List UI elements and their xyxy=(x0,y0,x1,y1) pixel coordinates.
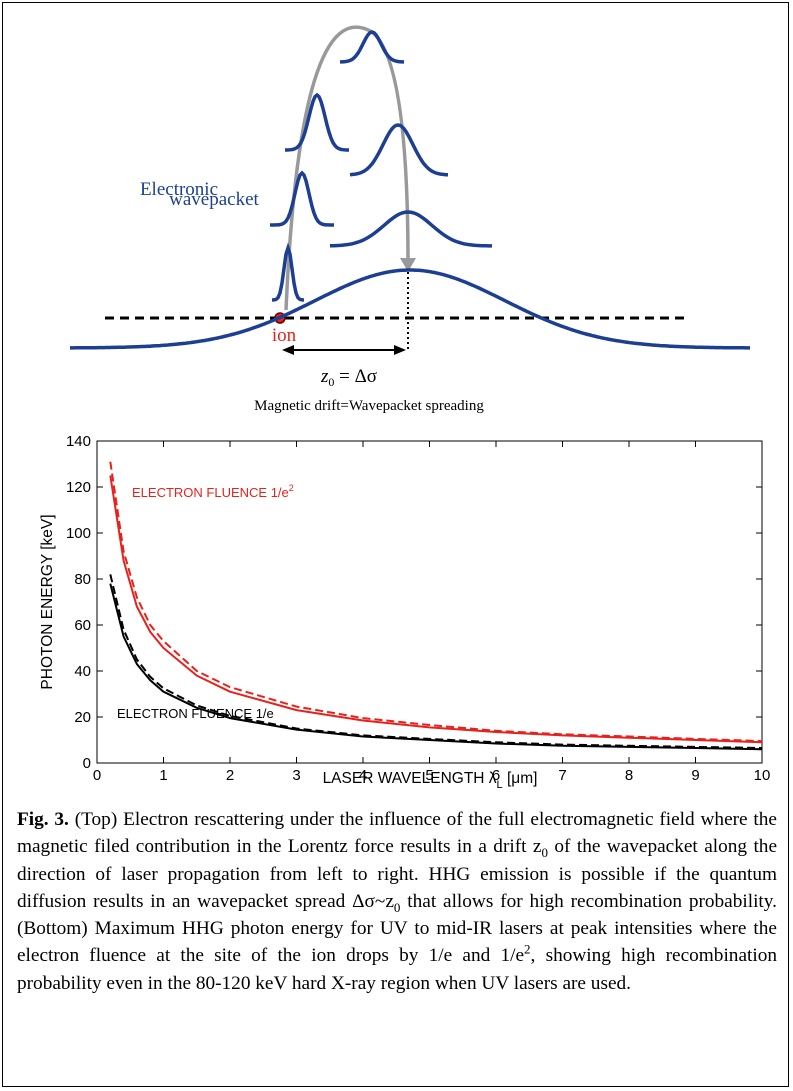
y-tick-label: 40 xyxy=(74,663,91,680)
x-axis-label-text: LASER WAVELENGTH λ xyxy=(323,770,497,787)
y-tick-label: 20 xyxy=(74,709,91,726)
y-tick-label: 120 xyxy=(66,479,91,496)
x-tick-label: 1 xyxy=(159,767,167,784)
x-tick-label: 2 xyxy=(226,767,234,784)
x-axis-label-unit: [μm] xyxy=(503,770,538,787)
wavepacket xyxy=(349,123,449,177)
line-series xyxy=(109,583,763,751)
drift-subscript: 0 xyxy=(328,375,334,389)
caption-text: of the wavepacket along the direction of… xyxy=(17,836,777,912)
curve-label-text: ELECTRON FLUENCE 1/e xyxy=(117,706,274,721)
line-series xyxy=(109,475,763,744)
curve-label: ELECTRON FLUENCE 1/e2 xyxy=(132,483,294,500)
wavepacket-label: wavepacket xyxy=(169,189,259,210)
wavepacket xyxy=(330,210,492,248)
drift-arrowhead xyxy=(282,345,294,355)
trajectory xyxy=(284,25,410,311)
x-tick-label: 9 xyxy=(691,767,699,784)
wavepacket xyxy=(285,92,349,152)
wavepacket xyxy=(70,268,750,350)
y-axis-label: PHOTON ENERGY [keV] xyxy=(39,514,56,689)
y-tick-label: 100 xyxy=(66,525,91,542)
y-tick-label: 0 xyxy=(83,755,91,772)
diagram-subtitle: Magnetic drift=Wavepacket spreading xyxy=(254,398,484,414)
caption-text: (Top) Electron rescattering under the in… xyxy=(17,809,777,858)
x-tick-label: 10 xyxy=(754,767,771,784)
x-tick-label: 5 xyxy=(425,767,433,784)
x-axis-label: LASER WAVELENGTH λL [μm] xyxy=(323,770,538,791)
figure: Electronic wavepacket ion z0 = Δσ Magnet… xyxy=(39,25,771,791)
x-axis-label-subscript: L xyxy=(497,779,503,791)
wavepacket xyxy=(340,30,404,64)
y-tick-label: 80 xyxy=(74,571,91,588)
caption-sub: 0 xyxy=(541,845,548,861)
x-tick-label: 4 xyxy=(359,767,367,784)
x-tick-label: 8 xyxy=(625,767,633,784)
x-tick-label: 0 xyxy=(93,767,101,784)
drift-symbol: z xyxy=(320,366,329,387)
caption-sup: 2 xyxy=(524,942,531,958)
drift-rest: = Δσ xyxy=(334,366,377,387)
drift-label: z0 = Δσ xyxy=(320,366,377,389)
caption-text: , showing high recombination probability… xyxy=(17,945,777,994)
curve-label-superscript: 2 xyxy=(289,483,294,493)
wavepacket xyxy=(271,242,305,302)
caption-text: that allows for high recombination proba… xyxy=(17,890,777,967)
x-tick-label: 6 xyxy=(492,767,500,784)
caption-sub: 0 xyxy=(393,899,401,915)
curve-label-text: ELECTRON FLUENCE 1/e xyxy=(132,485,289,500)
x-tick-label: 7 xyxy=(558,767,566,784)
wavepacket-label: Electronic xyxy=(140,179,218,200)
wavepacket xyxy=(270,170,334,227)
y-tick-label: 140 xyxy=(66,433,91,450)
caption: Fig. 3. (Top) Electron rescattering unde… xyxy=(17,806,777,997)
caption-label: Fig. 3. xyxy=(17,809,69,830)
diagram: Electronic wavepacket ion z0 = Δσ Magnet… xyxy=(70,25,750,414)
trajectory-arrowhead xyxy=(400,258,416,272)
y-tick-label: 60 xyxy=(74,617,91,634)
line-series xyxy=(109,574,763,749)
x-tick-label: 3 xyxy=(292,767,300,784)
ion-label: ion xyxy=(272,325,297,346)
drift-arrowhead xyxy=(394,345,406,355)
line-series xyxy=(109,461,763,743)
curve-label: ELECTRON FLUENCE 1/e xyxy=(117,706,274,721)
